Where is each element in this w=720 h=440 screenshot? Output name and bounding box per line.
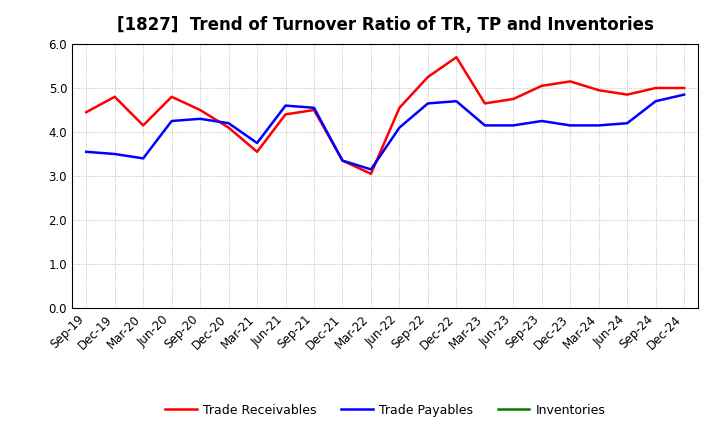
Trade Receivables bbox=[253, 149, 261, 154]
Line: Trade Receivables: Trade Receivables bbox=[86, 57, 684, 174]
Title: [1827]  Trend of Turnover Ratio of TR, TP and Inventories: [1827] Trend of Turnover Ratio of TR, TP… bbox=[117, 16, 654, 34]
Trade Payables bbox=[566, 123, 575, 128]
Trade Receivables bbox=[395, 105, 404, 110]
Legend: Trade Receivables, Trade Payables, Inventories: Trade Receivables, Trade Payables, Inven… bbox=[161, 399, 610, 422]
Trade Payables bbox=[139, 156, 148, 161]
Trade Receivables bbox=[196, 107, 204, 113]
Trade Receivables bbox=[652, 85, 660, 91]
Trade Receivables bbox=[537, 83, 546, 88]
Trade Payables bbox=[196, 116, 204, 121]
Trade Receivables bbox=[480, 101, 489, 106]
Trade Receivables bbox=[338, 158, 347, 163]
Trade Receivables bbox=[82, 110, 91, 115]
Trade Payables bbox=[509, 123, 518, 128]
Trade Receivables bbox=[680, 85, 688, 91]
Trade Payables bbox=[310, 105, 318, 110]
Trade Receivables bbox=[167, 94, 176, 99]
Trade Payables bbox=[623, 121, 631, 126]
Trade Receivables bbox=[110, 94, 119, 99]
Trade Receivables bbox=[282, 112, 290, 117]
Trade Receivables bbox=[139, 123, 148, 128]
Trade Payables bbox=[366, 167, 375, 172]
Trade Payables bbox=[452, 99, 461, 104]
Trade Receivables bbox=[310, 107, 318, 113]
Trade Receivables bbox=[566, 79, 575, 84]
Trade Payables bbox=[652, 99, 660, 104]
Trade Receivables bbox=[225, 125, 233, 130]
Trade Payables bbox=[595, 123, 603, 128]
Trade Receivables bbox=[452, 55, 461, 60]
Trade Payables bbox=[480, 123, 489, 128]
Trade Receivables bbox=[623, 92, 631, 97]
Trade Payables bbox=[395, 125, 404, 130]
Trade Payables bbox=[680, 92, 688, 97]
Trade Payables bbox=[282, 103, 290, 108]
Trade Payables bbox=[82, 149, 91, 154]
Trade Payables bbox=[253, 140, 261, 146]
Line: Trade Payables: Trade Payables bbox=[86, 95, 684, 169]
Trade Payables bbox=[167, 118, 176, 124]
Trade Receivables bbox=[509, 96, 518, 102]
Trade Payables bbox=[338, 158, 347, 163]
Trade Payables bbox=[110, 151, 119, 157]
Trade Payables bbox=[537, 118, 546, 124]
Trade Receivables bbox=[423, 74, 432, 80]
Trade Receivables bbox=[595, 88, 603, 93]
Trade Receivables bbox=[366, 171, 375, 176]
Trade Payables bbox=[423, 101, 432, 106]
Trade Payables bbox=[225, 121, 233, 126]
